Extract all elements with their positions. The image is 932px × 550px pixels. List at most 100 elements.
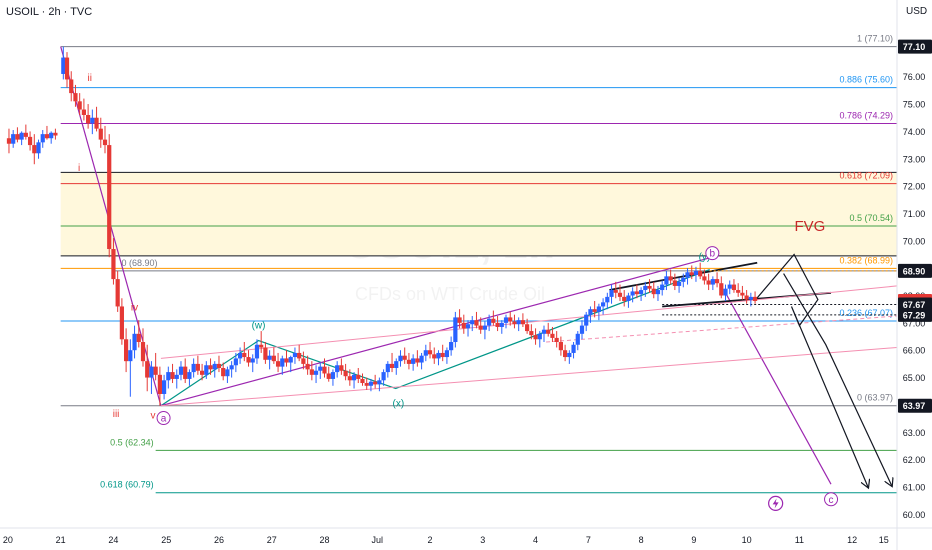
candle-body — [563, 350, 568, 358]
candle-body — [64, 57, 70, 80]
candle-body — [347, 376, 352, 381]
candle-body — [529, 331, 534, 336]
candle-body — [199, 370, 205, 375]
candle-body — [195, 363, 200, 371]
candle-body — [714, 279, 720, 284]
fib-level-label: 0.5 (70.54) — [849, 213, 893, 223]
wave-label: v — [151, 411, 156, 422]
candle-body — [651, 288, 656, 295]
candle-body — [360, 378, 365, 384]
candle-body — [204, 365, 209, 375]
candle-body — [512, 321, 517, 325]
candle-body — [11, 134, 16, 144]
x-tick-label: 28 — [319, 535, 329, 545]
candle-body — [19, 132, 24, 140]
candle-body — [153, 366, 158, 375]
x-tick-label: 12 — [847, 535, 857, 545]
candle-body — [478, 325, 483, 330]
trend-line — [160, 347, 898, 407]
x-tick-label: 11 — [795, 535, 804, 545]
x-tick-label: 3 — [480, 535, 485, 545]
candle-body — [280, 358, 285, 367]
trend-line — [724, 292, 832, 485]
x-tick-label: 24 — [108, 535, 118, 545]
candle-body — [250, 358, 255, 363]
candle-body — [541, 329, 547, 334]
candle-body — [592, 309, 597, 312]
candle-body — [668, 276, 673, 281]
y-tick-label: 63.00 — [903, 428, 926, 438]
candle-body — [267, 355, 272, 360]
candle-body — [394, 361, 399, 368]
candle-body — [166, 372, 171, 381]
x-tick-label: 15 — [879, 535, 889, 545]
candle-body — [601, 302, 606, 307]
candle-body — [554, 337, 559, 343]
candle-body — [503, 317, 509, 323]
candle-body — [622, 296, 627, 301]
candle-body — [643, 285, 648, 291]
candle-body — [381, 372, 386, 381]
price-badge — [898, 263, 932, 278]
candle-body — [61, 57, 66, 74]
candle-body — [444, 350, 450, 358]
candle-body — [516, 320, 521, 325]
candle-body — [140, 342, 146, 362]
candle-body — [73, 93, 78, 102]
trend-line — [160, 285, 898, 359]
wave-label: iii — [113, 409, 120, 420]
candle-body — [579, 325, 585, 334]
candle-body — [617, 292, 623, 297]
candle-body — [470, 320, 475, 325]
y-tick-label: 70.00 — [903, 236, 926, 246]
y-tick-label: 65.00 — [903, 373, 926, 383]
candle-body — [212, 363, 217, 370]
candle-body — [53, 132, 58, 136]
candle-body — [681, 277, 686, 282]
candle-body — [499, 322, 504, 327]
candle-body — [102, 139, 108, 146]
candle-body — [229, 365, 234, 370]
candle-body — [647, 285, 652, 289]
candle-body — [537, 333, 542, 340]
candle-body — [706, 280, 711, 285]
fib-level-label: 0.382 (68.99) — [839, 255, 893, 265]
chart-title: USOIL · 2h · TVC — [6, 6, 93, 18]
wave-label: ii — [87, 73, 91, 84]
y-tick-label: 61.00 — [903, 482, 926, 492]
candle-body — [263, 347, 268, 360]
wave-label: (w) — [252, 320, 266, 331]
candle-body — [49, 132, 54, 139]
candle-body — [584, 314, 589, 326]
candle-body — [634, 291, 639, 295]
candle-body — [242, 352, 247, 358]
candle-body — [533, 335, 538, 340]
candle-body — [208, 365, 213, 370]
candle-body — [719, 283, 724, 296]
candle-body — [571, 344, 576, 353]
candle-body — [744, 295, 749, 300]
fib-level-label: 0 (68.90) — [121, 258, 157, 268]
candle-body — [275, 361, 281, 367]
candle-body — [567, 352, 572, 358]
candle-body — [94, 117, 99, 129]
price-badge — [898, 307, 932, 322]
projection-path — [783, 273, 892, 486]
candle-body — [558, 342, 563, 351]
wave-label: FVG — [795, 218, 826, 235]
candle-body — [86, 114, 91, 124]
candle-body — [736, 290, 741, 293]
candle-body — [225, 369, 230, 377]
candle-body — [292, 352, 298, 358]
candle-body — [44, 134, 50, 139]
candle-body — [233, 358, 238, 366]
candle-body — [474, 320, 479, 326]
x-tick-label: 26 — [214, 535, 224, 545]
candle-body — [550, 333, 555, 338]
candle-body — [752, 296, 758, 301]
candle-body — [221, 367, 226, 377]
candle-body — [32, 145, 37, 154]
trend-line — [546, 315, 898, 343]
wave-circled-label: c — [829, 495, 834, 506]
